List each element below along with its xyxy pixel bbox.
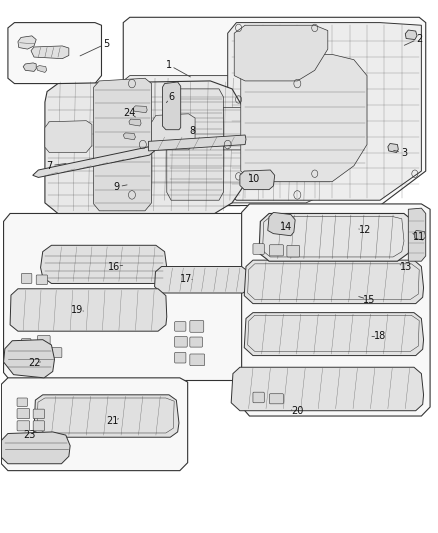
Polygon shape <box>244 313 424 356</box>
Polygon shape <box>155 266 251 293</box>
Polygon shape <box>123 76 332 203</box>
Polygon shape <box>18 36 36 49</box>
FancyBboxPatch shape <box>269 245 283 256</box>
Polygon shape <box>234 25 328 81</box>
Text: 10: 10 <box>248 174 260 184</box>
FancyBboxPatch shape <box>21 338 31 347</box>
Polygon shape <box>388 143 398 152</box>
Polygon shape <box>41 245 167 284</box>
Polygon shape <box>408 208 426 261</box>
Text: 5: 5 <box>103 39 109 49</box>
FancyBboxPatch shape <box>17 421 30 431</box>
Text: 22: 22 <box>28 358 40 368</box>
FancyBboxPatch shape <box>21 350 34 362</box>
Polygon shape <box>94 78 152 211</box>
Polygon shape <box>4 214 258 381</box>
Text: 1: 1 <box>166 60 172 70</box>
Polygon shape <box>259 214 410 261</box>
Text: 3: 3 <box>401 148 407 158</box>
Polygon shape <box>405 30 417 39</box>
FancyBboxPatch shape <box>21 273 32 284</box>
Polygon shape <box>34 395 179 437</box>
Polygon shape <box>123 133 135 140</box>
FancyBboxPatch shape <box>38 335 50 346</box>
Text: 9: 9 <box>113 182 120 192</box>
Text: 18: 18 <box>374 332 386 342</box>
FancyBboxPatch shape <box>17 409 30 419</box>
Polygon shape <box>231 367 424 411</box>
Polygon shape <box>23 63 36 71</box>
Text: 13: 13 <box>400 262 412 271</box>
FancyBboxPatch shape <box>33 421 45 431</box>
Polygon shape <box>414 230 426 240</box>
FancyBboxPatch shape <box>36 357 47 367</box>
Polygon shape <box>8 22 102 84</box>
FancyBboxPatch shape <box>175 321 186 331</box>
Text: 8: 8 <box>190 126 196 136</box>
FancyBboxPatch shape <box>17 398 28 407</box>
Polygon shape <box>162 82 181 130</box>
Polygon shape <box>123 17 426 206</box>
FancyBboxPatch shape <box>50 348 62 358</box>
Polygon shape <box>45 120 92 152</box>
Polygon shape <box>268 213 295 236</box>
Text: 14: 14 <box>280 222 293 232</box>
FancyBboxPatch shape <box>33 409 45 419</box>
FancyBboxPatch shape <box>253 392 264 403</box>
FancyBboxPatch shape <box>190 337 202 347</box>
FancyBboxPatch shape <box>287 245 300 257</box>
Text: 15: 15 <box>363 295 375 305</box>
Text: 21: 21 <box>106 416 119 426</box>
Polygon shape <box>167 89 223 200</box>
Text: 17: 17 <box>180 273 193 284</box>
Polygon shape <box>133 106 147 113</box>
Text: 16: 16 <box>109 262 121 271</box>
Polygon shape <box>241 54 367 182</box>
Text: 12: 12 <box>359 225 371 236</box>
Polygon shape <box>244 260 424 304</box>
Text: 11: 11 <box>413 232 425 243</box>
Polygon shape <box>129 119 141 126</box>
Polygon shape <box>228 22 421 200</box>
Polygon shape <box>45 81 243 214</box>
FancyBboxPatch shape <box>175 352 186 363</box>
Text: 7: 7 <box>46 161 53 171</box>
Polygon shape <box>242 204 430 416</box>
Polygon shape <box>1 432 70 464</box>
Text: 20: 20 <box>291 406 304 416</box>
Polygon shape <box>33 146 155 177</box>
Polygon shape <box>4 340 54 378</box>
Polygon shape <box>10 289 167 331</box>
FancyBboxPatch shape <box>175 336 187 347</box>
Text: 19: 19 <box>71 305 84 315</box>
FancyBboxPatch shape <box>190 354 205 366</box>
FancyBboxPatch shape <box>269 394 283 404</box>
Polygon shape <box>1 378 187 471</box>
Text: 23: 23 <box>24 430 36 440</box>
Polygon shape <box>152 114 195 150</box>
FancyBboxPatch shape <box>190 320 204 332</box>
Text: 2: 2 <box>416 34 422 44</box>
Polygon shape <box>37 66 47 72</box>
Polygon shape <box>31 46 69 59</box>
FancyBboxPatch shape <box>253 244 264 254</box>
Text: 24: 24 <box>124 108 136 118</box>
Polygon shape <box>223 108 297 150</box>
FancyBboxPatch shape <box>36 275 47 285</box>
Polygon shape <box>148 135 246 151</box>
Text: 6: 6 <box>168 92 174 102</box>
Polygon shape <box>240 170 275 190</box>
